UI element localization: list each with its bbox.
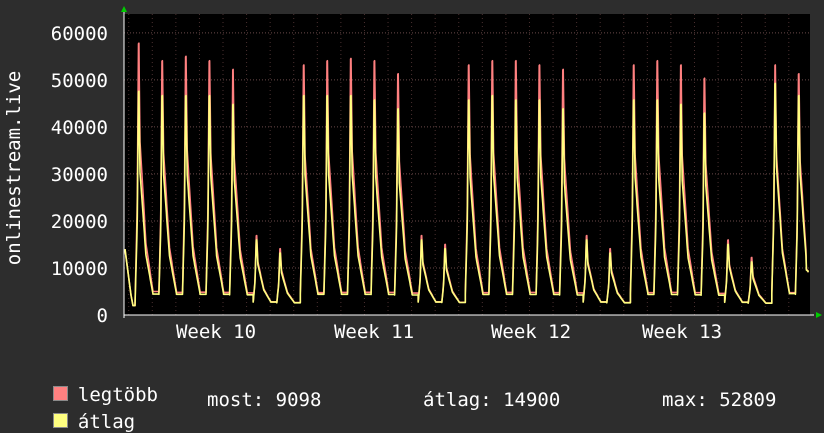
series-layer (124, 42, 809, 307)
y-axis: 0 10000 20000 30000 40000 50000 60000 (51, 6, 127, 327)
y-axis-arrow (121, 6, 127, 12)
legend-avg-label: átlag (77, 411, 136, 433)
y-axis-label: onlinestream.live (3, 71, 25, 265)
x-tick-label: Week 11 (334, 321, 414, 343)
x-tick-label: Week 10 (176, 321, 256, 343)
y-tick-label: 50000 (51, 70, 108, 92)
y-tick-label: 10000 (51, 258, 108, 280)
x-axis: Week 10 Week 11 Week 12 Week 13 (124, 312, 822, 343)
stat-avg: átlag: 14900 (423, 389, 561, 411)
y-tick-label: 30000 (51, 164, 108, 186)
series-line-avg (124, 82, 809, 307)
y-tick-label: 40000 (51, 117, 108, 139)
y-tick-label: 60000 (51, 23, 108, 45)
y-tick-label: 0 (97, 305, 108, 327)
y-tick-label: 20000 (51, 211, 108, 233)
x-tick-label: Week 13 (642, 321, 722, 343)
stat-max: max: 52809 (662, 389, 777, 411)
legend-max: legtöbb (30, 362, 158, 406)
stat-now: most: 9098 (207, 389, 322, 411)
x-tick-label: Week 12 (491, 321, 571, 343)
legend-max-label: legtöbb (77, 384, 158, 406)
x-axis-arrow (816, 312, 822, 318)
legend-avg-swatch (52, 413, 68, 428)
legend-max-swatch (52, 386, 68, 401)
legend-avg: átlag (30, 389, 135, 433)
